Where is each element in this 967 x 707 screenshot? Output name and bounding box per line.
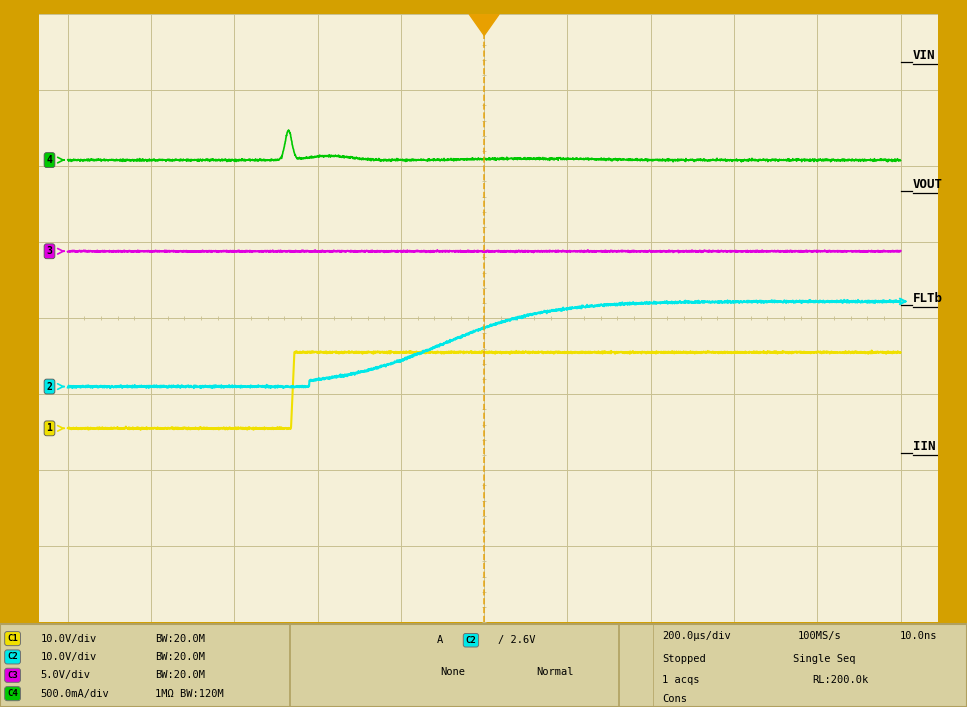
Text: 1: 1 xyxy=(46,423,52,433)
Text: BW:20.0M: BW:20.0M xyxy=(155,670,205,680)
Text: 10.0ns: 10.0ns xyxy=(899,631,937,641)
Text: 200.0μs/div: 200.0μs/div xyxy=(662,631,731,641)
Text: 10.0V/div: 10.0V/div xyxy=(41,652,97,662)
Text: A: A xyxy=(437,636,443,645)
Text: IIN: IIN xyxy=(913,440,935,453)
Text: None: None xyxy=(440,667,465,677)
Text: BW:20.0M: BW:20.0M xyxy=(155,633,205,643)
Text: VOUT: VOUT xyxy=(913,178,943,191)
Text: C2: C2 xyxy=(465,636,477,645)
Text: VIN: VIN xyxy=(913,49,935,62)
Text: BW:20.0M: BW:20.0M xyxy=(155,652,205,662)
Text: C2: C2 xyxy=(7,653,18,662)
Text: RL:200.0k: RL:200.0k xyxy=(812,675,868,685)
Text: / 2.6V: / 2.6V xyxy=(498,636,536,645)
Text: 100MS/s: 100MS/s xyxy=(798,631,841,641)
Text: 3: 3 xyxy=(46,246,52,256)
Text: 1MΩ BW:120M: 1MΩ BW:120M xyxy=(155,689,223,699)
Text: C3: C3 xyxy=(7,671,18,680)
Text: 4: 4 xyxy=(46,155,52,165)
Text: 1 acqs: 1 acqs xyxy=(662,675,700,685)
Text: C1: C1 xyxy=(7,634,18,643)
Text: C4: C4 xyxy=(7,689,18,698)
Text: 10.0V/div: 10.0V/div xyxy=(41,633,97,643)
Text: Normal: Normal xyxy=(537,667,574,677)
Text: 2: 2 xyxy=(46,382,52,392)
Text: 500.0mA/div: 500.0mA/div xyxy=(41,689,109,699)
Text: 5.0V/div: 5.0V/div xyxy=(41,670,91,680)
Text: Single Seq: Single Seq xyxy=(793,653,856,664)
Polygon shape xyxy=(469,14,499,35)
Text: FLTb: FLTb xyxy=(913,292,943,305)
Text: Stopped: Stopped xyxy=(662,653,706,664)
Text: Cons: Cons xyxy=(662,694,688,703)
